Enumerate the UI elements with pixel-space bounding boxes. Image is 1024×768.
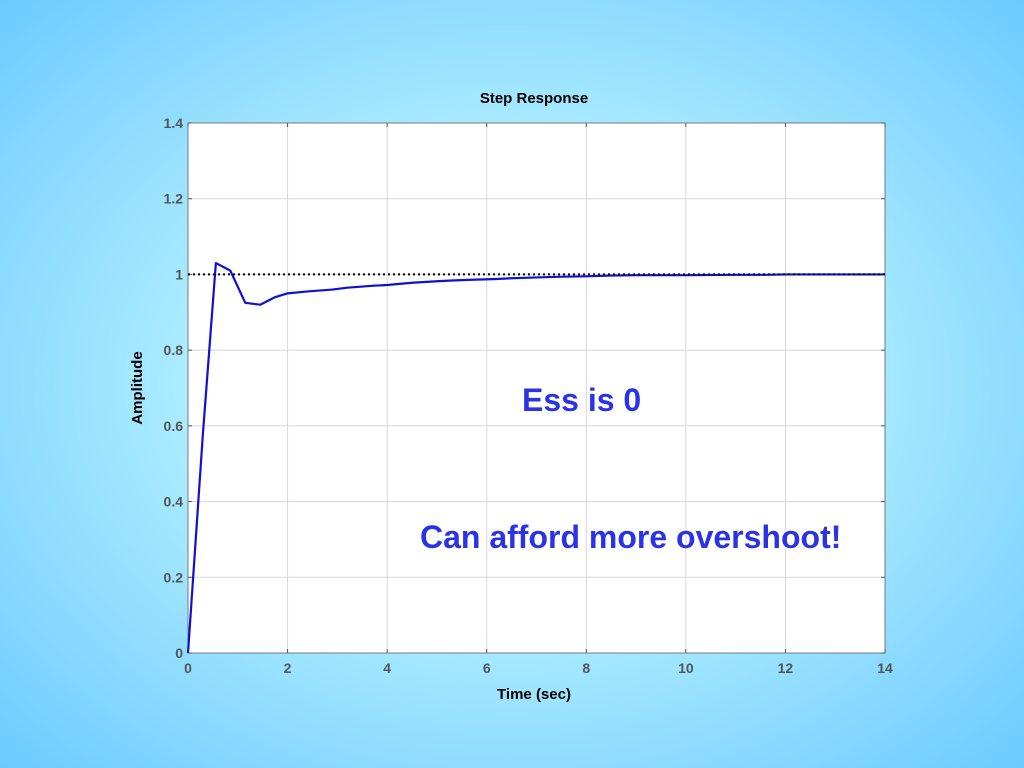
x-tick-label: 6 (483, 660, 491, 676)
x-tick-label: 14 (877, 660, 893, 676)
plot-area (187, 122, 886, 654)
x-tick-label: 4 (383, 660, 391, 676)
y-tick-label: 0 (175, 645, 183, 661)
chart-title: Step Response (480, 90, 588, 107)
y-tick-label: 1 (175, 266, 183, 282)
x-tick-label: 10 (678, 660, 694, 676)
annotation-ess: Ess is 0 (522, 382, 642, 418)
y-tick-label: 1.4 (164, 115, 184, 131)
y-tick-label: 0.6 (164, 418, 184, 434)
x-tick-label: 12 (778, 660, 794, 676)
y-tick-label: 0.2 (164, 569, 184, 585)
x-tick-label: 0 (184, 660, 192, 676)
y-tick-label: 0.8 (164, 342, 184, 358)
annotation-overshoot: Can afford more overshoot! (420, 519, 842, 555)
x-tick-label: 8 (582, 660, 590, 676)
x-tick-label: 2 (284, 660, 292, 676)
y-tick-label: 0.4 (164, 494, 184, 510)
y-axis-label: Amplitude (129, 351, 146, 424)
y-tick-label: 1.2 (164, 191, 184, 207)
x-axis-label: Time (sec) (497, 686, 571, 703)
